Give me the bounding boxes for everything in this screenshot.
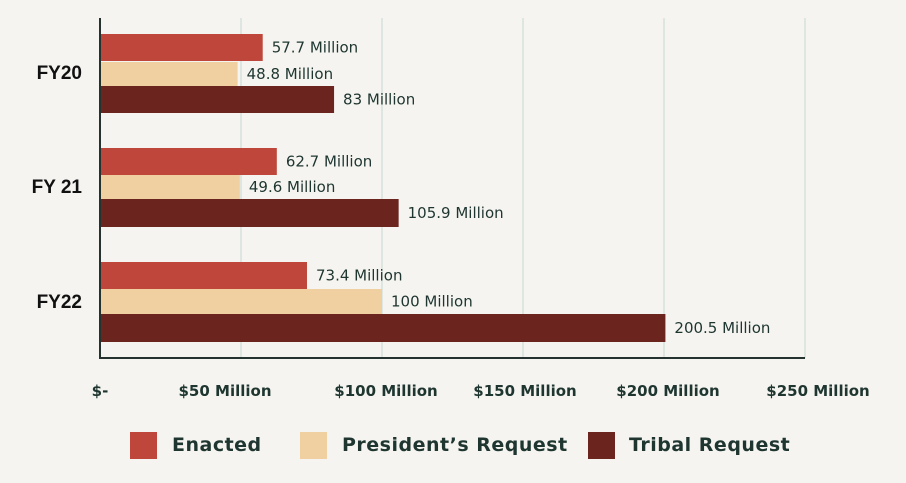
- bar: [100, 175, 240, 199]
- data-label: 48.8 Million: [247, 65, 333, 83]
- bar: [100, 86, 335, 113]
- data-label: 62.7 Million: [286, 153, 372, 171]
- bar: [100, 34, 263, 61]
- data-label: 200.5 Million: [674, 319, 770, 337]
- legend-label: Enacted: [172, 434, 262, 456]
- bar: [100, 289, 382, 314]
- bar: [100, 314, 666, 342]
- legend-swatch: [130, 432, 157, 459]
- data-label: 100 Million: [391, 293, 473, 311]
- legend-label: President’s Request: [342, 434, 568, 456]
- category-label: FY22: [37, 292, 82, 313]
- legend-label: Tribal Request: [629, 434, 790, 456]
- legend-swatch: [588, 432, 615, 459]
- x-tick-label: $100 Million: [334, 382, 437, 400]
- bar: [100, 62, 238, 86]
- x-tick-label: $250 Million: [766, 382, 869, 400]
- data-label: 73.4 Million: [316, 267, 402, 285]
- data-label: 83 Million: [343, 91, 415, 109]
- legend-swatch: [300, 432, 327, 459]
- data-label: 49.6 Million: [249, 178, 335, 196]
- category-label: FY 21: [32, 177, 83, 198]
- bar: [100, 148, 277, 175]
- x-tick-label: $50 Million: [178, 382, 271, 400]
- bar: [100, 199, 399, 227]
- x-tick-label: $150 Million: [473, 382, 576, 400]
- data-label: 105.9 Million: [408, 204, 504, 222]
- category-label: FY20: [37, 63, 82, 84]
- data-label: 57.7 Million: [272, 39, 358, 57]
- x-tick-label: $-: [92, 382, 109, 400]
- x-tick-label: $200 Million: [616, 382, 719, 400]
- bar: [100, 262, 307, 289]
